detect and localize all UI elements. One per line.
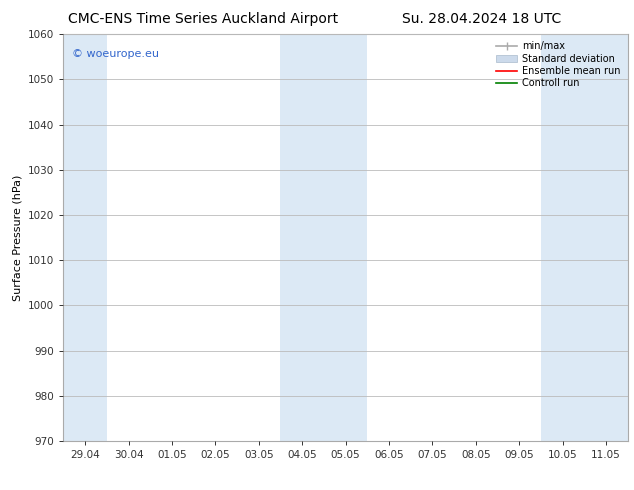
Bar xyxy=(63,34,107,441)
Legend: min/max, Standard deviation, Ensemble mean run, Controll run: min/max, Standard deviation, Ensemble me… xyxy=(494,39,623,90)
Y-axis label: Surface Pressure (hPa): Surface Pressure (hPa) xyxy=(13,174,23,301)
Text: CMC-ENS Time Series Auckland Airport: CMC-ENS Time Series Auckland Airport xyxy=(68,12,338,26)
Text: © woeurope.eu: © woeurope.eu xyxy=(72,49,159,58)
Bar xyxy=(541,34,628,441)
Text: Su. 28.04.2024 18 UTC: Su. 28.04.2024 18 UTC xyxy=(402,12,562,26)
Bar xyxy=(280,34,367,441)
